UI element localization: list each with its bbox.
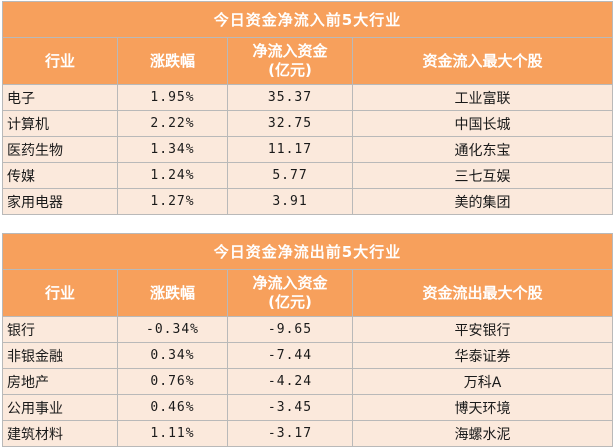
netflow-cell: 11.17 <box>227 136 353 163</box>
change-cell: -0.34% <box>117 316 228 343</box>
industry-cell: 公用事业 <box>2 394 118 421</box>
industry-cell: 电子 <box>2 84 118 111</box>
industry-cell: 传媒 <box>2 162 118 189</box>
stock-cell: 美的集团 <box>351 188 614 215</box>
netflow-cell: 5.77 <box>227 162 353 189</box>
change-cell: 1.24% <box>117 162 228 189</box>
netflow-cell: -3.45 <box>227 394 353 421</box>
header-industry: 行业 <box>2 269 118 317</box>
inflow-table: 今日资金净流入前5大行业 行业 涨跌幅 净流入资金 (亿元) 资金流入最大个股 … <box>1 1 614 215</box>
table-row: 家用电器 1.27% 3.91 美的集团 <box>2 188 614 215</box>
netflow-cell: 32.75 <box>227 110 353 137</box>
industry-cell: 家用电器 <box>2 188 118 215</box>
table-row: 电子 1.95% 35.37 工业富联 <box>2 84 614 111</box>
change-cell: 0.34% <box>117 342 228 369</box>
outflow-table-panel: 今日资金净流出前5大行业 行业 涨跌幅 净流入资金 (亿元) 资金流出最大个股 … <box>1 233 614 447</box>
inflow-table-title: 今日资金净流入前5大行业 <box>1 1 614 38</box>
stock-cell: 工业富联 <box>351 84 614 111</box>
stock-cell: 万科A <box>351 368 614 395</box>
stock-cell: 通化东宝 <box>351 136 614 163</box>
outflow-table: 今日资金净流出前5大行业 行业 涨跌幅 净流入资金 (亿元) 资金流出最大个股 … <box>1 233 614 447</box>
header-netflow-unit: (亿元) <box>268 61 312 79</box>
stock-cell: 平安银行 <box>351 316 614 343</box>
stock-cell: 中国长城 <box>351 110 614 137</box>
netflow-cell: -4.24 <box>227 368 353 395</box>
header-netflow: 净流入资金 (亿元) <box>227 37 353 85</box>
header-netflow-line1: 净流入资金 <box>252 274 328 292</box>
industry-cell: 建筑材料 <box>2 420 118 447</box>
industry-cell: 非银金融 <box>2 342 118 369</box>
header-top-stock: 资金流出最大个股 <box>351 269 614 317</box>
netflow-cell: -9.65 <box>227 316 353 343</box>
outflow-table-title: 今日资金净流出前5大行业 <box>1 233 614 270</box>
header-change: 涨跌幅 <box>117 269 228 317</box>
table-row: 银行 -0.34% -9.65 平安银行 <box>2 316 614 343</box>
table-row: 非银金融 0.34% -7.44 华泰证券 <box>2 342 614 369</box>
netflow-cell: 3.91 <box>227 188 353 215</box>
header-industry: 行业 <box>2 37 118 85</box>
netflow-cell: -3.17 <box>227 420 353 447</box>
header-top-stock: 资金流入最大个股 <box>351 37 614 85</box>
change-cell: 2.22% <box>117 110 228 137</box>
industry-cell: 计算机 <box>2 110 118 137</box>
change-cell: 1.95% <box>117 84 228 111</box>
table-row: 房地产 0.76% -4.24 万科A <box>2 368 614 395</box>
stock-cell: 博天环境 <box>351 394 614 421</box>
industry-cell: 房地产 <box>2 368 118 395</box>
table-row: 建筑材料 1.11% -3.17 海螺水泥 <box>2 420 614 447</box>
header-netflow-line1: 净流入资金 <box>252 42 328 60</box>
change-cell: 1.34% <box>117 136 228 163</box>
stock-cell: 海螺水泥 <box>351 420 614 447</box>
change-cell: 0.46% <box>117 394 228 421</box>
table-row: 医药生物 1.34% 11.17 通化东宝 <box>2 136 614 163</box>
change-cell: 1.27% <box>117 188 228 215</box>
industry-cell: 医药生物 <box>2 136 118 163</box>
netflow-cell: -7.44 <box>227 342 353 369</box>
change-cell: 0.76% <box>117 368 228 395</box>
table-row: 传媒 1.24% 5.77 三七互娱 <box>2 162 614 189</box>
industry-cell: 银行 <box>2 316 118 343</box>
change-cell: 1.11% <box>117 420 228 447</box>
netflow-cell: 35.37 <box>227 84 353 111</box>
header-netflow-unit: (亿元) <box>268 293 312 311</box>
header-change: 涨跌幅 <box>117 37 228 85</box>
stock-cell: 华泰证券 <box>351 342 614 369</box>
stock-cell: 三七互娱 <box>351 162 614 189</box>
table-row: 公用事业 0.46% -3.45 博天环境 <box>2 394 614 421</box>
table-row: 计算机 2.22% 32.75 中国长城 <box>2 110 614 137</box>
inflow-table-panel: 今日资金净流入前5大行业 行业 涨跌幅 净流入资金 (亿元) 资金流入最大个股 … <box>1 1 614 215</box>
header-netflow: 净流入资金 (亿元) <box>227 269 353 317</box>
